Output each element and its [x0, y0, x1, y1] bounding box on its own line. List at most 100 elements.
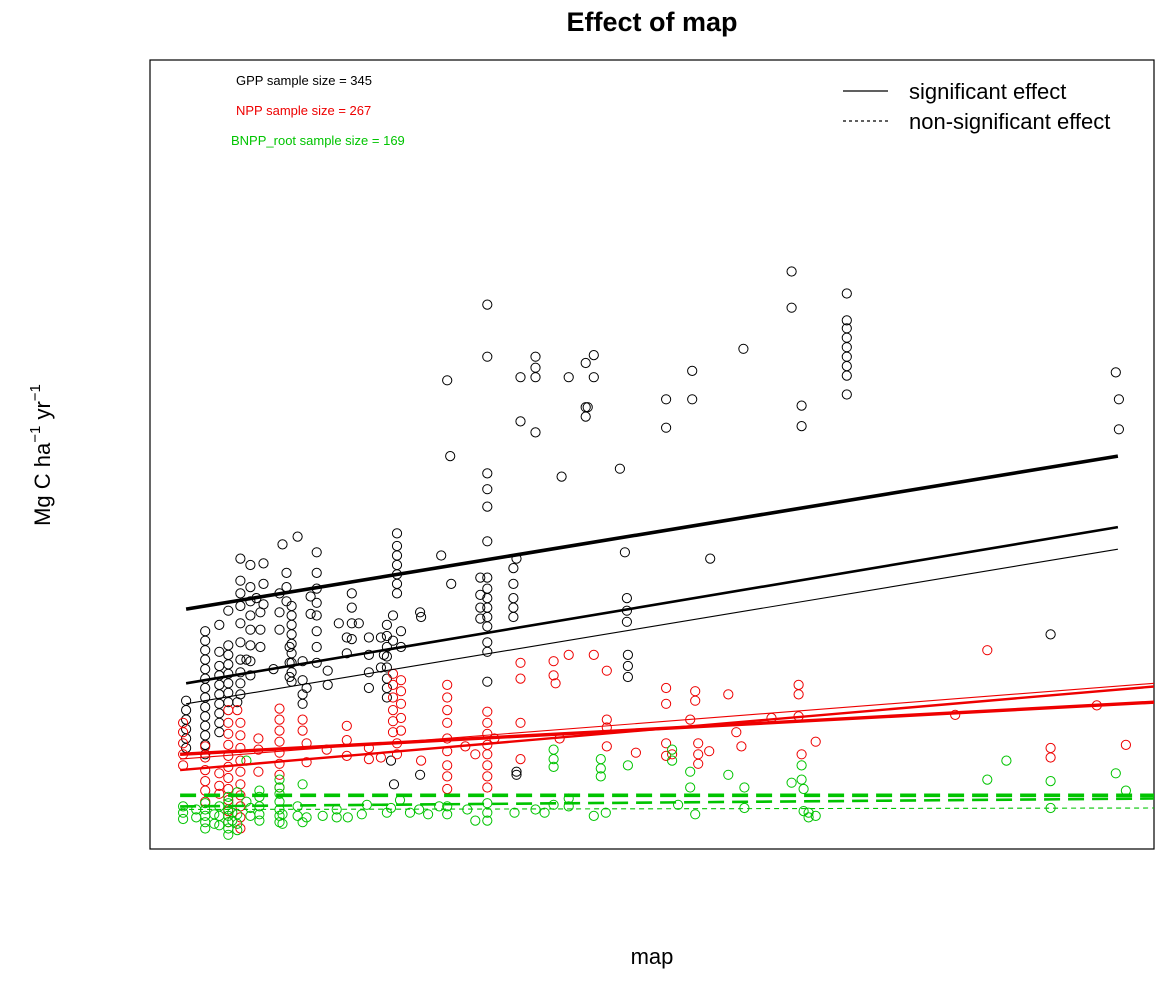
- data-point: [723, 689, 734, 700]
- data-point: [297, 698, 308, 709]
- data-point: [274, 703, 285, 714]
- data-point: [563, 649, 574, 661]
- data-point: [723, 769, 734, 780]
- data-point: [232, 818, 243, 829]
- data-point: [395, 725, 407, 736]
- data-point: [580, 402, 591, 413]
- data-point: [470, 749, 481, 760]
- data-point: [245, 670, 256, 681]
- data-point: [416, 611, 427, 623]
- data-point: [387, 692, 399, 703]
- data-point: [311, 547, 322, 558]
- data-point: [563, 801, 574, 812]
- y-axis-label-exponent-1: −1: [27, 426, 44, 443]
- data-point: [548, 754, 559, 765]
- data-point: [214, 768, 225, 779]
- data-point: [245, 559, 256, 571]
- data-point: [286, 619, 297, 631]
- data-point: [622, 671, 634, 683]
- data-point: [274, 774, 285, 785]
- data-point: [950, 709, 961, 721]
- data-point: [482, 717, 493, 728]
- data-point: [253, 733, 264, 744]
- data-point: [796, 400, 807, 411]
- data-point: [475, 613, 486, 624]
- data-point: [333, 618, 344, 629]
- data-point: [301, 812, 312, 823]
- data-point: [622, 760, 634, 771]
- data-point: [223, 649, 234, 661]
- data-point: [685, 766, 696, 777]
- data-point: [214, 679, 225, 691]
- data-point: [731, 727, 742, 738]
- data-point: [796, 421, 807, 432]
- data-point: [200, 711, 211, 722]
- data-point: [482, 782, 493, 793]
- data-point: [482, 676, 493, 687]
- data-point: [810, 810, 821, 822]
- data-point: [200, 654, 211, 665]
- data-point: [693, 738, 704, 749]
- data-point: [475, 602, 486, 613]
- data-point: [209, 818, 220, 829]
- data-point: [415, 607, 426, 618]
- data-point: [245, 656, 256, 667]
- data-point: [255, 641, 266, 653]
- data-point: [786, 266, 797, 277]
- data-point: [548, 799, 559, 810]
- data-point: [223, 739, 234, 751]
- data-point: [245, 596, 256, 607]
- data-point: [356, 809, 367, 820]
- legend-label-significant: significant effect: [909, 79, 1066, 104]
- data-point: [595, 754, 606, 765]
- data-point: [181, 695, 192, 706]
- data-point: [223, 772, 234, 784]
- data-point: [798, 806, 809, 817]
- plot-frame: [149, 59, 1155, 850]
- data-point: [235, 678, 246, 689]
- data-point: [387, 679, 399, 691]
- data-point: [548, 761, 559, 773]
- data-point: [274, 725, 285, 736]
- data-point: [622, 660, 634, 672]
- data-point: [415, 769, 426, 780]
- data-point: [508, 578, 519, 590]
- data-point: [311, 610, 322, 621]
- data-point: [445, 451, 456, 462]
- data-point: [588, 649, 599, 661]
- data-point: [322, 665, 333, 676]
- data-point: [387, 610, 399, 621]
- data-point: [258, 578, 269, 590]
- y-axis-label-main: Mg C ha: [30, 442, 55, 526]
- data-point: [841, 351, 852, 362]
- data-point: [482, 602, 493, 613]
- data-point: [548, 670, 559, 681]
- data-point: [341, 735, 352, 746]
- sample-size-annotations: GPP sample size = 345 NPP sample size = …: [231, 73, 405, 148]
- data-point: [685, 782, 696, 793]
- data-point: [482, 807, 493, 818]
- data-point: [693, 749, 704, 760]
- data-point: [509, 807, 520, 818]
- data-point: [705, 553, 716, 564]
- data-point: [434, 801, 445, 812]
- data-point: [588, 372, 599, 383]
- data-point: [391, 749, 403, 760]
- data-point: [388, 779, 400, 790]
- data-point: [235, 588, 246, 599]
- data-point: [341, 648, 352, 659]
- data-point: [286, 610, 297, 621]
- data-point: [661, 738, 672, 749]
- data-point: [286, 648, 297, 659]
- data-point: [673, 799, 684, 810]
- data-point: [442, 679, 453, 691]
- data-point: [235, 654, 246, 665]
- data-point: [1045, 742, 1056, 754]
- data-point: [548, 656, 559, 667]
- fit-line: [185, 525, 1119, 685]
- data-point: [482, 484, 493, 495]
- data-point: [235, 618, 246, 629]
- data-point: [391, 550, 403, 561]
- data-point: [619, 547, 631, 558]
- data-point: [381, 662, 392, 673]
